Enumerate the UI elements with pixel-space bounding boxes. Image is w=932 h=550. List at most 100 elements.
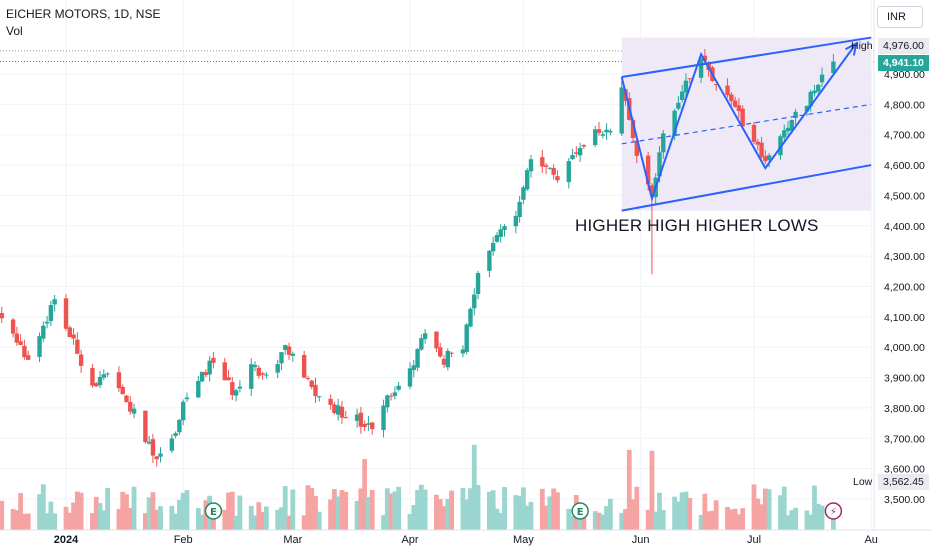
volume-bar (354, 500, 360, 530)
drawings[interactable] (620, 36, 872, 212)
arrow-head[interactable] (845, 41, 858, 56)
candle-body (67, 327, 72, 338)
volume-bar (184, 490, 190, 530)
volume-bar (422, 489, 428, 530)
candle-body (354, 414, 360, 421)
volume-bar (180, 492, 186, 530)
badge-text: E (210, 507, 217, 518)
volume-bar (67, 512, 73, 530)
volume-bar (177, 499, 182, 530)
price-axis[interactable]: 3,500.00 3,600.00 3,700.00 3,800.00 3,900.00… (873, 0, 925, 530)
volume-bar (445, 498, 451, 530)
candle-body (385, 395, 390, 408)
badge-circle[interactable] (824, 502, 843, 520)
volume-bar (498, 512, 504, 530)
volume-bar (683, 491, 689, 530)
candle-body (143, 410, 148, 443)
candle-body (619, 87, 624, 134)
candle-body (75, 339, 80, 354)
volume-bar (418, 484, 424, 530)
candle-body (131, 408, 137, 414)
volume-bar (328, 499, 334, 530)
event-badges[interactable]: E E ⚡ (204, 502, 843, 520)
volume-bar (263, 506, 269, 530)
candle-body (301, 354, 307, 378)
candle-body (180, 401, 186, 421)
volume-bar (199, 514, 205, 530)
y-tick-label: 4,400.00 (884, 221, 925, 233)
volume-bar (702, 493, 708, 530)
candle-body (661, 133, 666, 153)
volume-bar (475, 485, 481, 530)
volume-bar (222, 509, 228, 530)
candle-body (260, 373, 265, 375)
volume-bar (301, 515, 307, 530)
volume-bar (71, 502, 76, 530)
badge-text: E (577, 507, 584, 518)
candle-body (816, 84, 821, 92)
volume-bar (158, 506, 163, 530)
badge-circle[interactable] (571, 502, 589, 520)
candle-body (438, 347, 443, 357)
candle-body (812, 90, 817, 94)
volume-bar (736, 514, 742, 530)
volume-bar (309, 487, 315, 530)
channel-lower-line[interactable] (621, 164, 872, 212)
candle-body (464, 324, 469, 352)
channel-upper-line[interactable] (621, 36, 872, 79)
volume-bar (793, 507, 798, 530)
channel-mid-line[interactable] (621, 103, 872, 145)
candle-body (445, 350, 451, 368)
candle-body (543, 165, 549, 167)
volume-bar (358, 488, 364, 530)
candle-body (279, 352, 284, 364)
volume-bar (195, 508, 201, 530)
volume-bar (789, 510, 795, 530)
volume-bar (687, 497, 693, 530)
volume-bar (362, 458, 368, 530)
candle-body (808, 91, 813, 107)
volume-bar (464, 499, 470, 530)
volume-bar (18, 493, 24, 530)
candle-body (763, 156, 768, 162)
volume-bar (392, 491, 398, 530)
candle-body (570, 154, 575, 160)
candle-body (264, 374, 269, 376)
volume-bar (441, 506, 447, 530)
volume-bar (229, 491, 235, 530)
volume-bar (619, 512, 625, 530)
candle-body (396, 385, 401, 390)
volume-bar (434, 494, 439, 530)
badge-circle[interactable] (204, 502, 223, 520)
candle-body (468, 308, 473, 327)
candle-body (593, 129, 598, 146)
volume-bar (679, 492, 685, 530)
candle-body (169, 438, 175, 451)
candle-body (804, 106, 810, 112)
x-tick-label: Apr (401, 534, 418, 546)
candle-body (196, 380, 201, 398)
volume-bar (282, 486, 288, 530)
swing-path[interactable] (620, 43, 857, 203)
volume-bar (649, 450, 655, 530)
candle-body (339, 406, 345, 418)
candle-body (472, 294, 477, 309)
earnings-icon[interactable]: E (571, 502, 589, 520)
volume-bar (781, 486, 787, 530)
volume-bar (521, 487, 526, 530)
y-tick-label: 4,000.00 (884, 342, 925, 354)
candle-body (713, 84, 719, 86)
time-axis[interactable]: 2024 Feb Mar Apr May Jun Jul Au (0, 529, 932, 546)
volume-bar (396, 486, 402, 530)
earnings-icon[interactable]: E (204, 502, 223, 520)
flash-icon[interactable]: ⚡ (824, 502, 843, 520)
volume-bar (551, 488, 557, 530)
volume-bar (543, 505, 549, 530)
candle-body (222, 362, 227, 381)
x-tick-label: Feb (174, 534, 193, 546)
candle-body (698, 58, 704, 78)
currency-button[interactable]: INR (877, 6, 923, 28)
candle-body (687, 78, 692, 80)
y-tick-label: 4,200.00 (884, 282, 925, 294)
